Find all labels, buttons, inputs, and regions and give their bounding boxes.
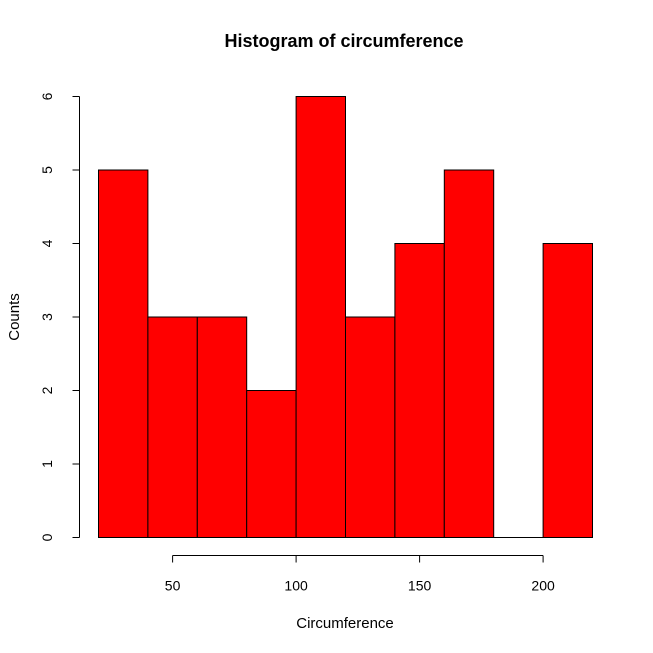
- y-tick-label: 2: [39, 386, 55, 394]
- y-tick-label: 5: [39, 166, 55, 174]
- y-tick-label: 3: [39, 313, 55, 321]
- bars-group: [98, 96, 593, 538]
- x-tick-label: 150: [408, 578, 432, 594]
- x-axis-label: Circumference: [296, 615, 394, 632]
- histogram-bar: [295, 96, 347, 538]
- y-axis: 0 1 2 3 4 5 6: [39, 92, 80, 541]
- histogram-bar: [98, 169, 149, 538]
- y-tick-label: 0: [39, 533, 55, 541]
- x-tick-label: 50: [165, 578, 181, 594]
- chart-title: Histogram of circumference: [224, 31, 463, 51]
- histogram-bar: [147, 316, 198, 538]
- histogram-bar: [246, 390, 297, 538]
- y-tick-label: 1: [39, 460, 55, 468]
- histogram-bar: [542, 243, 593, 538]
- y-tick-label: 4: [39, 239, 55, 247]
- y-tick-label: 6: [39, 92, 55, 100]
- x-tick-label: 100: [284, 578, 308, 594]
- x-axis: 50 100 150 200: [165, 555, 555, 594]
- x-tick-label: 200: [531, 578, 555, 594]
- histogram-bar: [443, 169, 495, 538]
- histogram-bar: [345, 316, 396, 538]
- histogram-bar: [394, 243, 445, 538]
- histogram-bar: [196, 316, 248, 538]
- y-axis-label: Counts: [6, 293, 23, 341]
